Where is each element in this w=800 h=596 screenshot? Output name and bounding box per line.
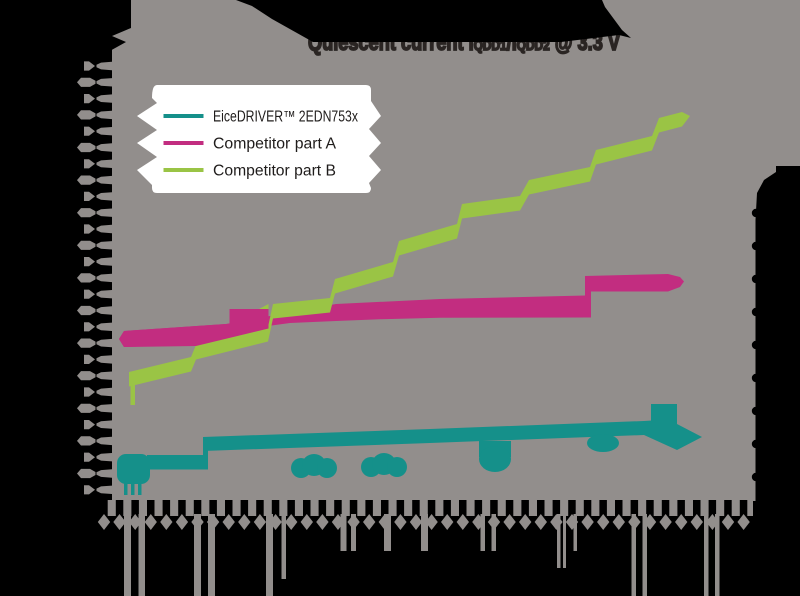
svg-text:EiceDRIVER™ 2EDN753x: EiceDRIVER™ 2EDN753x [213, 109, 358, 126]
svg-text:Competitor part B: Competitor part B [213, 163, 336, 180]
svg-text:Competitor part A: Competitor part A [213, 136, 337, 153]
